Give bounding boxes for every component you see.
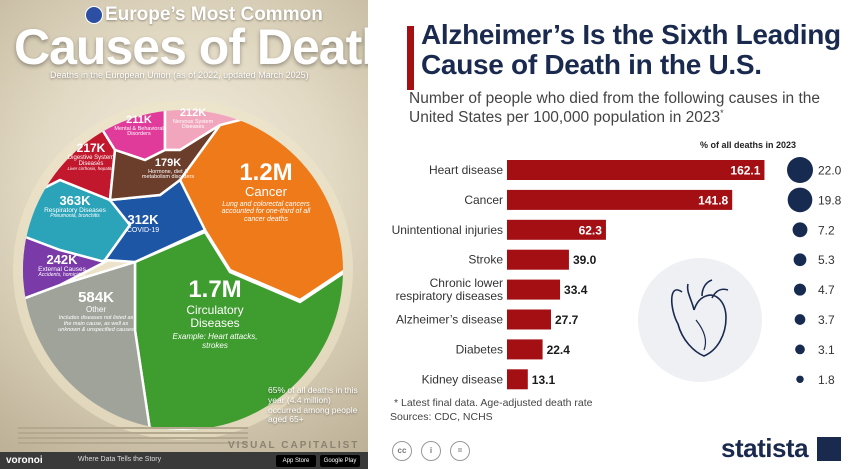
pct-bubble-2 (792, 222, 808, 238)
heart-illustration-icon (638, 258, 762, 382)
pct-label-4: 4.7 (818, 283, 835, 297)
cc-license-icon[interactable]: cc (392, 441, 412, 461)
fine-print (18, 424, 248, 446)
bar-4 (507, 279, 561, 300)
pct-label-1: 19.8 (818, 193, 842, 207)
cell-label-digestive: 217K Digestive System Diseases Liver cir… (67, 141, 115, 172)
value-label-2: 62.3 (579, 223, 603, 237)
pct-column-header: % of all deaths in 2023 (700, 140, 797, 150)
chart-title: Alzheimer’s Is the Sixth Leading Cause o… (421, 19, 841, 81)
cell-label-external: 242K External Causes Accidents, homicide… (38, 252, 86, 279)
title-accent-bar (407, 26, 414, 90)
no-derivatives-icon[interactable]: = (450, 441, 470, 461)
pct-label-3: 5.3 (818, 253, 835, 267)
pct-bubble-1 (787, 187, 813, 213)
category-label-0: Heart disease (429, 163, 503, 177)
cell-label-respiratory: 363K Respiratory Diseases Pneumonia, bro… (44, 193, 106, 220)
pct-label-6: 3.1 (818, 343, 835, 357)
google-play-badge[interactable]: Google Play (320, 455, 360, 467)
value-label-5: 27.7 (555, 313, 579, 327)
voronoi-diagram (13, 100, 353, 440)
infographic-side-note: 65% of all deaths in this year (4.4 mill… (268, 385, 358, 425)
value-label-0: 162.1 (730, 164, 760, 178)
attribution-icon[interactable]: i (421, 441, 441, 461)
infographic-subtitle: Deaths in the European Union (as of 2022… (50, 70, 309, 80)
bar-3 (507, 249, 569, 270)
category-label-7: Kidney disease (422, 372, 504, 386)
pct-bubble-7 (796, 375, 804, 384)
globe-icon (85, 6, 103, 24)
cell-label-mental: 211K Mental & Behavioral Disorders (114, 114, 164, 138)
value-label-6: 22.4 (547, 343, 571, 357)
cell-label-cancer: 1.2M Cancer Lung and colorectal cancers … (221, 159, 311, 223)
voronoi-cell-external (23, 233, 109, 302)
app-store-badge[interactable]: App Store (276, 455, 316, 467)
value-label-3: 39.0 (573, 253, 597, 267)
statista-logo[interactable]: statista (721, 433, 809, 463)
pct-bubble-6 (795, 344, 805, 355)
pct-bubble-3 (793, 253, 807, 267)
pct-bubble-4 (793, 283, 807, 296)
category-label-2: Unintentional injuries (392, 223, 503, 237)
chart-note: * Latest final data. Age-adjusted death … (394, 397, 593, 409)
voronoi-tagline: Where Data Tells the Story (78, 456, 162, 463)
pct-label-0: 22.0 (818, 164, 842, 178)
infographic-title: Causes of Death (14, 19, 368, 75)
pct-bubble-5 (794, 314, 806, 325)
category-label-3: Stroke (468, 253, 503, 267)
bar-7 (507, 369, 528, 390)
pct-label-5: 3.7 (818, 313, 835, 327)
visual-capitalist-brand: VISUAL CAPITALIST (228, 440, 360, 451)
bar-6 (507, 339, 543, 360)
voronoi-cell-hormone (108, 123, 222, 202)
bar-2 (507, 219, 606, 240)
statista-logo-icon (817, 437, 841, 461)
category-label-5: Alzheimer’s disease (396, 313, 503, 327)
cell-label-other: 584K Other Includes diseases not listed … (58, 289, 134, 333)
voronoi-infographic: Europe’s Most Common Causes of Death Dea… (0, 0, 368, 469)
cell-label-circulatory: 1.7M Circulatory Diseases Example: Heart… (172, 276, 258, 350)
chart-source: Sources: CDC, NCHS (390, 411, 493, 423)
category-label-4: Chronic lower respiratory diseases (396, 276, 503, 303)
pct-label-7: 1.8 (818, 373, 835, 387)
cell-label-covid: 312K COVID-19 (126, 212, 160, 234)
infographic-kicker: Europe’s Most Common (105, 4, 323, 25)
category-label-1: Cancer (464, 193, 503, 207)
bar-0 (507, 160, 765, 180)
pct-label-2: 7.2 (818, 223, 835, 237)
category-label-6: Diabetes (456, 342, 503, 356)
chart-subtitle: Number of people who died from the follo… (409, 90, 820, 127)
value-label-7: 13.1 (532, 373, 556, 387)
cell-label-nervous: 212K Nervous System Diseases (172, 107, 214, 131)
bar-5 (507, 309, 551, 330)
cell-label-hormone: 179K Hormone, diet & metabolism disorder… (141, 157, 195, 181)
voronoi-logo[interactable]: voronoi (6, 455, 43, 466)
value-label-4: 33.4 (564, 283, 588, 297)
pct-bubble-0 (787, 157, 813, 183)
bar-1 (507, 189, 733, 210)
value-label-1: 141.8 (698, 193, 728, 207)
